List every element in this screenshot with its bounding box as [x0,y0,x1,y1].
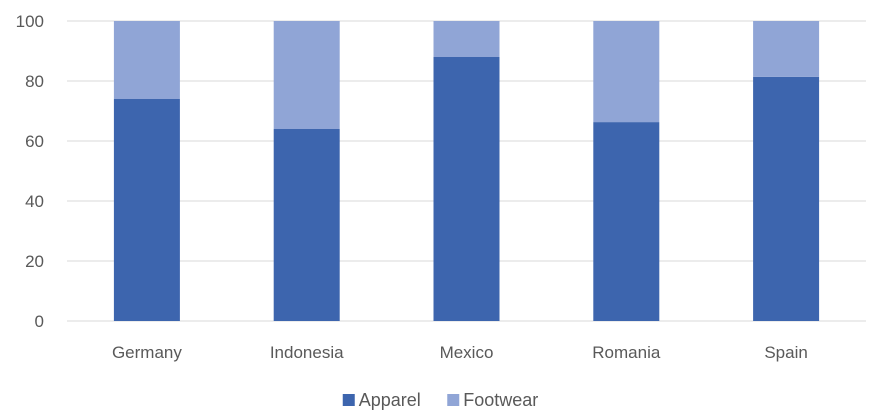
legend-swatch-apparel [342,394,355,406]
y-tick-label-20: 20 [25,252,44,271]
x-tick-label-germany: Germany [112,343,182,362]
y-axis-tick-labels: 0 20 40 60 80 100 [16,12,44,331]
bar-romania-apparel [593,122,660,321]
y-tick-label-60: 60 [25,132,44,151]
bar-romania-footwear [593,21,660,123]
bar-mexico-apparel [433,57,500,321]
legend-swatch-footwear [447,394,460,406]
x-axis-tick-labels: Germany Indonesia Mexico Romania Spain [112,343,808,362]
x-tick-label-indonesia: Indonesia [270,343,344,362]
bars [113,21,820,321]
y-tick-label-80: 80 [25,72,44,91]
x-tick-label-romania: Romania [592,343,661,362]
legend: Apparel Footwear [342,390,538,410]
y-tick-label-40: 40 [25,192,44,211]
legend-label-footwear: Footwear [463,390,538,410]
bar-indonesia-apparel [273,129,340,321]
x-tick-label-spain: Spain [764,343,807,362]
bar-spain-apparel [753,76,820,321]
bar-spain-footwear [753,21,820,77]
y-tick-label-0: 0 [35,312,44,331]
bar-indonesia-footwear [273,21,340,129]
y-tick-label-100: 100 [16,12,44,31]
bar-germany-footwear [113,21,180,99]
bar-mexico-footwear [433,21,500,57]
x-tick-label-mexico: Mexico [440,343,494,362]
legend-label-apparel: Apparel [359,390,421,410]
bar-germany-apparel [113,99,180,321]
